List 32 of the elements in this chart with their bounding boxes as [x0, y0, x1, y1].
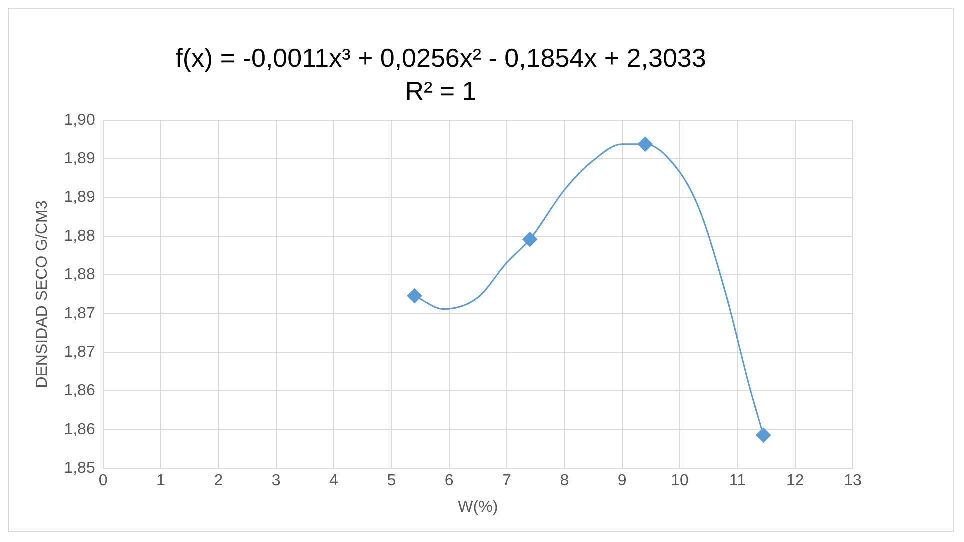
x-tick-label: 7 — [502, 472, 512, 490]
x-tick-label: 5 — [387, 472, 396, 490]
y-axis-title: DENSIDAD SECO G/CM3 — [34, 200, 52, 388]
x-tick-label: 11 — [729, 472, 746, 490]
y-tick-label: 1,85 — [64, 460, 96, 478]
y-tick-label: 1,87 — [64, 344, 96, 361]
point — [407, 288, 422, 304]
x-tick-label: 2 — [214, 472, 224, 490]
y-tick-label: 1,86 — [64, 382, 96, 400]
x-tick-label: 13 — [844, 472, 862, 490]
x-tick-label: 8 — [560, 472, 570, 490]
y-tick-label: 1,88 — [64, 266, 96, 284]
point — [638, 136, 653, 152]
x-tick-label: 9 — [618, 472, 627, 490]
point — [756, 428, 772, 443]
chart-title: f(x) = -0,0011x³ + 0,0256x² - 0,1854x + 2,3033 — [176, 42, 706, 73]
y-tick-label: 1,89 — [64, 189, 96, 206]
x-tick-label: 3 — [272, 472, 281, 490]
x-tick-label: 0 — [98, 472, 108, 490]
y-tick-label: 1,88 — [64, 228, 96, 245]
y-tick-label: 1,89 — [64, 150, 96, 168]
x-tick-label: 1 — [156, 472, 166, 490]
x-axis-title: W(%) — [458, 498, 498, 516]
x-tick-label: 4 — [330, 472, 339, 490]
chart-subtitle: R² = 1 — [405, 76, 477, 106]
y-tick-label: 1,86 — [64, 421, 96, 438]
y-tick-label: 1,90 — [64, 112, 96, 129]
x-tick-label: 10 — [671, 472, 689, 490]
x-tick-label: 12 — [786, 472, 804, 490]
x-tick-label: 6 — [444, 472, 454, 490]
y-tick-label: 1,87 — [64, 305, 96, 322]
point — [522, 232, 538, 248]
